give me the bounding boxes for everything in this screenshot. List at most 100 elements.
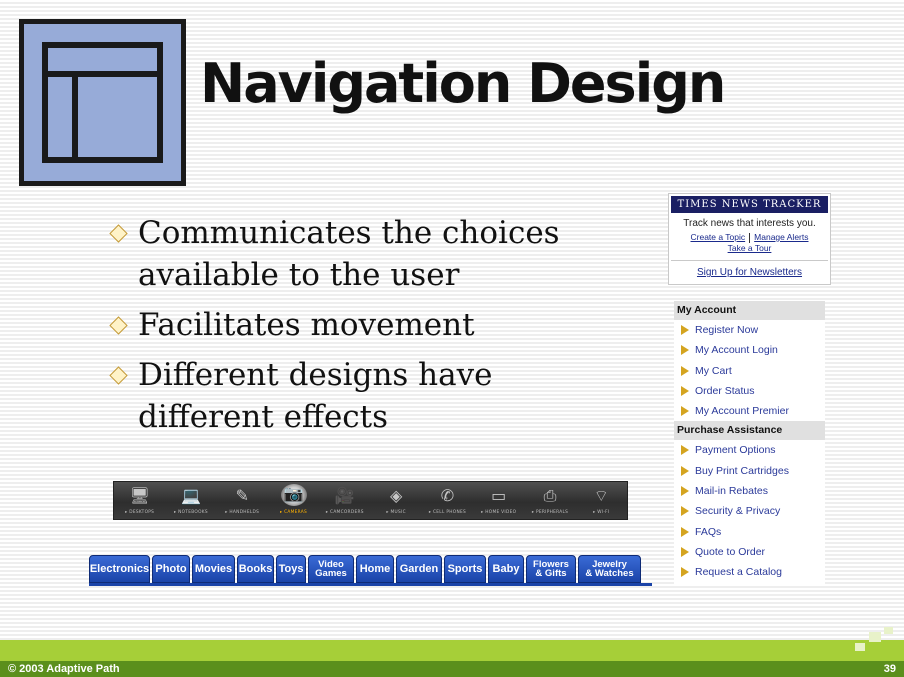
nav-link-label: Request a Catalog	[695, 566, 782, 579]
tab-photo[interactable]: Photo	[152, 555, 190, 583]
footer-decor-square	[869, 632, 881, 642]
notebook-icon: 💻	[180, 486, 201, 505]
nav-link-order-status[interactable]: Order Status	[674, 381, 825, 401]
tab-toys[interactable]: Toys	[276, 555, 306, 583]
toolbar-item-handhelds[interactable]: ✎ ▸ HANDHELDS	[217, 482, 268, 519]
toolbar-item-label: ▸ CAMCORDERS	[325, 510, 364, 515]
desktop-icon: 🖥	[129, 486, 150, 505]
toolbar-item-notebooks[interactable]: 💻 ▸ NOTEBOOKS	[165, 482, 216, 519]
create-topic-link[interactable]: Create a Topic	[690, 232, 746, 242]
nav-link-payment-options[interactable]: Payment Options	[674, 440, 825, 460]
nav-link-account-login[interactable]: My Account Login	[674, 340, 825, 360]
tab-bar-baseline	[89, 583, 652, 586]
logo-header-bar	[48, 71, 157, 77]
arrow-right-icon	[681, 445, 689, 456]
bullet-list: Communicates the choices available to th…	[108, 212, 628, 446]
nav-link-label: Security & Privacy	[695, 505, 781, 518]
toolbar-item-music[interactable]: ◈ ▸ MUSIC	[370, 482, 421, 519]
nav-link-label: My Account Login	[695, 344, 778, 357]
footer-decor-square	[884, 627, 893, 634]
nav-link-faqs[interactable]: FAQs	[674, 522, 825, 542]
logo-face	[24, 24, 181, 181]
nav-link-label: Payment Options	[695, 444, 776, 457]
toolbar-item-label: ▸ HOME VIDEO	[481, 510, 517, 515]
arrow-right-icon	[681, 325, 689, 335]
tv-icon: ▭	[491, 486, 507, 505]
printer-icon: ⎙	[543, 486, 557, 505]
bullet-item: Different designs have different effects	[108, 354, 628, 438]
footer-decor-square	[855, 643, 865, 651]
tab-electronics[interactable]: Electronics	[89, 555, 150, 583]
arrow-right-icon	[681, 526, 689, 537]
toolbar-item-label: ▸ PERIPHERALS	[531, 510, 569, 515]
nav-link-label: Quote to Order	[695, 545, 766, 558]
nav-link-label: Mail-in Rebates	[695, 485, 768, 498]
arrow-right-icon	[681, 365, 689, 376]
toolbar-item-cell-phones[interactable]: ✆ ▸ CELL PHONES	[422, 482, 473, 519]
diamond-bullet-icon	[109, 366, 128, 385]
tab-baby[interactable]: Baby	[488, 555, 524, 583]
slide-title: Navigation Design	[200, 52, 726, 115]
link-divider	[749, 232, 751, 243]
tab-video-games[interactable]: Video Games	[308, 555, 354, 583]
diamond-bullet-icon	[109, 224, 128, 243]
toolbar-item-label: ▸ NOTEBOOKS	[173, 510, 208, 515]
nav-link-label: My Account Premier	[695, 405, 789, 418]
bullet-text: Communicates the choices available to th…	[138, 215, 560, 293]
toolbar-item-label: ▸ DESKTOPS	[125, 510, 155, 515]
toolbar-item-cameras[interactable]: 📷 ▸ CAMERAS	[268, 482, 319, 519]
arrow-right-icon	[681, 567, 689, 578]
toolbar-item-home-video[interactable]: ▭ ▸ HOME VIDEO	[473, 482, 524, 519]
music-player-icon: ◈	[389, 486, 403, 505]
tab-garden[interactable]: Garden	[396, 555, 442, 583]
tab-flowers-gifts[interactable]: Flowers & Gifts	[526, 555, 576, 583]
nav-link-label: FAQs	[695, 525, 722, 538]
tracker-tagline: Track news that interests you.	[683, 218, 816, 229]
tracker-divider	[671, 260, 828, 261]
toolbar-item-label: ▸ CAMERAS	[280, 510, 308, 515]
arrow-right-icon	[681, 345, 689, 356]
manage-alerts-link[interactable]: Manage Alerts	[754, 232, 809, 242]
footer-dark-band	[0, 661, 904, 677]
nav-link-register[interactable]: Register Now	[674, 320, 825, 340]
store-tab-bar: Electronics Photo Movies Books Toys Vide…	[89, 555, 652, 586]
toolbar-item-camcorders[interactable]: 🎥 ▸ CAMCORDERS	[319, 482, 370, 519]
nav-link-rebates[interactable]: Mail-in Rebates	[674, 481, 825, 501]
nav-link-security-privacy[interactable]: Security & Privacy	[674, 501, 825, 521]
nav-link-request-catalog[interactable]: Request a Catalog	[674, 562, 825, 582]
tab-home[interactable]: Home	[356, 555, 394, 583]
nav-link-account-premier[interactable]: My Account Premier	[674, 401, 825, 421]
bullet-item: Facilitates movement	[108, 304, 628, 346]
arrow-right-icon	[681, 406, 689, 417]
tab-books[interactable]: Books	[237, 555, 274, 583]
nav-link-label: Order Status	[695, 384, 755, 397]
account-nav-panel: My Account Register Now My Account Login…	[674, 301, 825, 585]
arrow-right-icon	[681, 486, 689, 497]
nav-link-cart[interactable]: My Cart	[674, 361, 825, 381]
tab-movies[interactable]: Movies	[192, 555, 235, 583]
handheld-icon: ✎	[235, 486, 249, 505]
toolbar-item-label: ▸ CELL PHONES	[428, 510, 466, 515]
toolbar-item-label: ▸ WI-FI	[593, 510, 610, 515]
tracker-links: Create a Topic Manage Alerts	[669, 232, 830, 243]
toolbar-item-label: ▸ HANDHELDS	[225, 510, 260, 515]
take-tour-link[interactable]: Take a Tour	[727, 242, 772, 253]
nav-link-label: Register Now	[695, 324, 759, 336]
footer-light-band	[0, 640, 904, 661]
nav-link-quote-to-order[interactable]: Quote to Order	[674, 542, 825, 562]
toolbar-item-desktops[interactable]: 🖥 ▸ DESKTOPS	[114, 482, 165, 519]
bullet-item: Communicates the choices available to th…	[108, 212, 628, 296]
page-number: 39	[883, 663, 896, 675]
cell-phone-icon: ✆	[440, 486, 455, 505]
layout-logo-icon	[19, 19, 186, 186]
arrow-right-icon	[681, 385, 689, 396]
tab-sports[interactable]: Sports	[444, 555, 486, 583]
logo-sidebar-bar	[72, 77, 78, 157]
tab-jewelry-watches[interactable]: Jewelry & Watches	[578, 555, 641, 583]
nav-link-print-cartridges[interactable]: Buy Print Cartridges	[674, 461, 825, 481]
logo-frame	[42, 42, 163, 163]
toolbar-item-peripherals[interactable]: ⎙ ▸ PERIPHERALS	[524, 482, 575, 519]
nav-link-label: My Cart	[695, 364, 732, 377]
newsletter-signup-link[interactable]: Sign Up for Newsletters	[696, 267, 803, 278]
toolbar-item-wifi[interactable]: ⌔ ▸ WI-FI	[576, 482, 627, 519]
